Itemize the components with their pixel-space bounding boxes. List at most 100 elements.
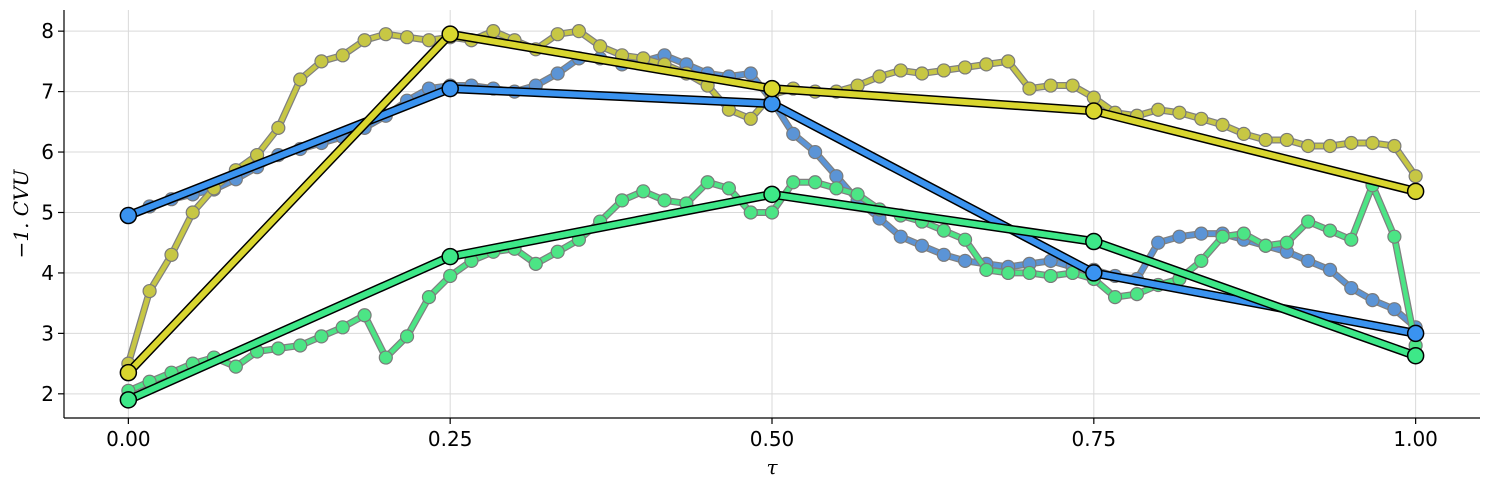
data-point bbox=[399, 329, 415, 344]
data-point bbox=[721, 181, 736, 196]
data-point bbox=[957, 232, 973, 247]
y-tick-label: 4 bbox=[41, 261, 54, 285]
data-point bbox=[164, 247, 179, 262]
data-point bbox=[1365, 293, 1380, 308]
data-point bbox=[421, 33, 437, 48]
data-point bbox=[593, 39, 608, 54]
data-point bbox=[119, 206, 138, 225]
data-point bbox=[957, 253, 973, 268]
data-point bbox=[293, 72, 308, 87]
data-point bbox=[957, 60, 973, 75]
data-point bbox=[441, 247, 459, 266]
data-point bbox=[441, 25, 459, 43]
data-point bbox=[1172, 105, 1187, 120]
y-axis-label: −1. CVU bbox=[9, 168, 33, 258]
data-point bbox=[1408, 169, 1423, 184]
x-tick-label: 0.50 bbox=[750, 427, 795, 451]
x-tick-label: 1.00 bbox=[1393, 427, 1438, 451]
data-point bbox=[614, 193, 630, 208]
data-point bbox=[914, 238, 930, 253]
data-point bbox=[700, 175, 715, 190]
data-point bbox=[657, 193, 672, 208]
x-tick-label: 0.75 bbox=[1072, 427, 1117, 451]
data-point bbox=[1065, 78, 1080, 93]
y-tick-label: 6 bbox=[41, 140, 54, 164]
data-point bbox=[979, 57, 994, 72]
data-point bbox=[936, 223, 951, 238]
data-point bbox=[528, 256, 543, 271]
data-point bbox=[743, 66, 758, 81]
data-point bbox=[1001, 265, 1016, 281]
data-point bbox=[1085, 264, 1103, 282]
data-point bbox=[550, 244, 565, 259]
series-4 bbox=[119, 25, 1425, 382]
data-point bbox=[1215, 117, 1230, 132]
data-point bbox=[763, 79, 781, 98]
data-point bbox=[1406, 346, 1425, 365]
series-5 bbox=[119, 185, 1425, 409]
data-point bbox=[335, 320, 350, 335]
series-3 bbox=[119, 79, 1425, 343]
data-point bbox=[378, 350, 393, 365]
data-point bbox=[936, 247, 951, 262]
data-point bbox=[763, 185, 781, 204]
data-point bbox=[764, 205, 780, 220]
data-point bbox=[1194, 253, 1209, 268]
series-group bbox=[119, 24, 1425, 409]
data-point bbox=[1129, 286, 1145, 302]
data-point bbox=[1194, 111, 1209, 126]
data-point bbox=[808, 144, 823, 160]
data-point bbox=[1387, 302, 1402, 317]
data-point bbox=[1387, 229, 1402, 244]
data-point bbox=[1301, 138, 1316, 154]
data-point bbox=[443, 268, 458, 284]
data-point bbox=[1022, 81, 1037, 96]
data-point bbox=[142, 283, 157, 299]
data-point bbox=[893, 63, 908, 78]
data-point bbox=[1301, 214, 1316, 229]
data-point bbox=[357, 33, 372, 48]
data-point bbox=[314, 54, 329, 69]
data-point bbox=[636, 184, 651, 199]
data-point bbox=[1194, 226, 1209, 241]
data-point bbox=[357, 308, 372, 323]
data-point bbox=[1322, 223, 1338, 238]
data-point bbox=[1344, 280, 1359, 296]
data-point bbox=[1279, 132, 1295, 148]
x-axis-label: τ bbox=[766, 455, 778, 479]
data-point bbox=[1258, 238, 1273, 253]
data-point bbox=[893, 229, 908, 244]
data-point bbox=[743, 111, 758, 126]
y-tick-label: 8 bbox=[41, 19, 54, 43]
data-point bbox=[808, 175, 823, 190]
data-point bbox=[829, 181, 844, 196]
data-point bbox=[1322, 138, 1338, 154]
data-point bbox=[1344, 232, 1359, 247]
y-tick-label: 2 bbox=[41, 382, 54, 406]
data-point bbox=[829, 169, 844, 184]
data-point bbox=[786, 175, 801, 190]
data-point bbox=[550, 27, 565, 42]
data-point bbox=[185, 205, 200, 220]
data-point bbox=[119, 391, 138, 409]
data-point bbox=[1215, 229, 1230, 244]
data-point bbox=[228, 359, 243, 374]
x-tick-label: 0.25 bbox=[428, 427, 473, 451]
data-point bbox=[421, 290, 437, 305]
data-point bbox=[441, 79, 459, 98]
data-point bbox=[378, 27, 393, 42]
data-point bbox=[314, 329, 329, 344]
data-point bbox=[786, 126, 801, 142]
data-point bbox=[1022, 265, 1037, 281]
data-point bbox=[850, 187, 865, 202]
data-point bbox=[1172, 229, 1187, 244]
y-tick-label: 7 bbox=[41, 80, 54, 104]
data-point bbox=[271, 341, 286, 356]
data-point bbox=[1001, 54, 1016, 69]
data-point bbox=[1258, 132, 1273, 148]
data-point bbox=[1236, 226, 1251, 241]
data-point bbox=[1151, 102, 1166, 117]
data-point bbox=[486, 24, 501, 39]
data-point bbox=[335, 48, 350, 63]
data-point bbox=[743, 205, 758, 220]
